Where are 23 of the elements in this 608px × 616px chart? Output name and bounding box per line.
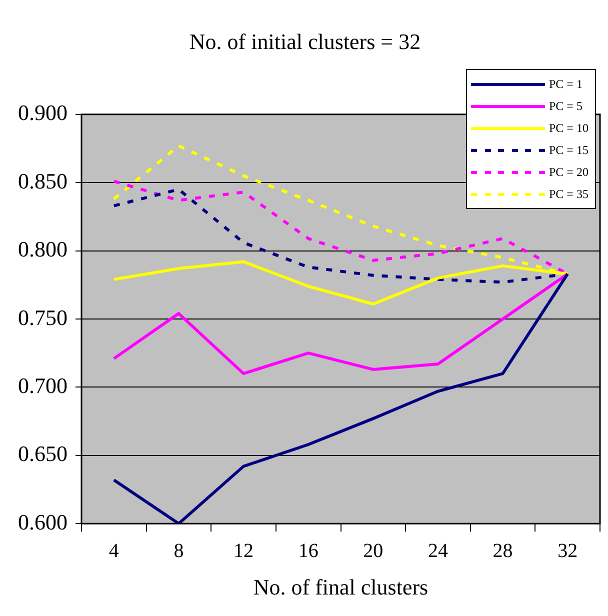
x-tick-label: 20 (363, 540, 384, 562)
legend-label: PC = 20 (549, 164, 588, 180)
x-tick-label: 28 (492, 540, 513, 562)
y-tick-label: 0.800 (18, 236, 68, 262)
y-tick-label: 0.850 (18, 168, 68, 194)
x-tick-label: 16 (298, 540, 318, 562)
y-tick-label: 0.600 (18, 509, 68, 534)
x-tick-label: 32 (558, 540, 578, 562)
y-tick-label: 0.750 (18, 304, 68, 330)
legend-label: PC = 1 (549, 76, 582, 92)
chart-title: No. of initial clusters = 32 (189, 28, 421, 54)
legend-label: PC = 35 (549, 186, 588, 202)
y-tick-label: 0.650 (18, 441, 68, 466)
legend-label: PC = 10 (549, 120, 588, 136)
x-tick-label: 4 (108, 540, 119, 562)
x-axis-title: No. of final clusters (253, 574, 428, 600)
legend-label: PC = 15 (549, 142, 588, 158)
x-tick-label: 12 (234, 540, 254, 562)
y-tick-label: 0.700 (18, 372, 68, 398)
legend-label: PC = 5 (549, 98, 582, 114)
x-tick-label: 8 (174, 540, 184, 562)
y-tick-label: 0.900 (18, 100, 68, 126)
x-tick-label: 24 (428, 540, 448, 562)
